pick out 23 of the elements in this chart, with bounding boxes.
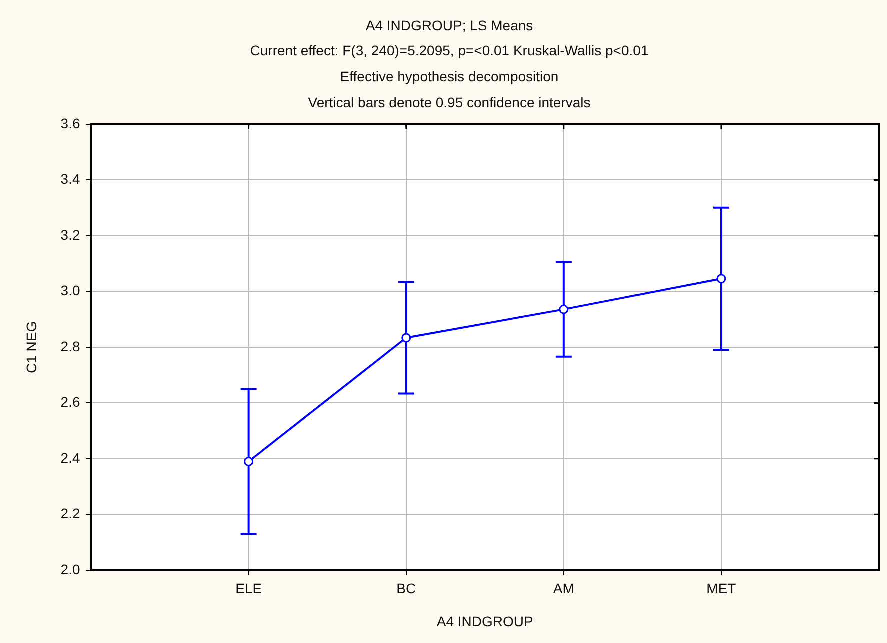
- y-tick-label: 3.6: [60, 115, 80, 132]
- y-tick-label: 2.2: [60, 506, 80, 522]
- y-tick-label: 3.4: [60, 171, 80, 188]
- chart-subtitle: Current effect: F(3, 240)=5.2095, p=<0.01 Kruskal-Wallis p<0.01: [250, 42, 649, 59]
- x-tick-label: MET: [706, 580, 737, 597]
- y-tick-label: 2.8: [60, 338, 80, 354]
- chart-title: A4 INDGROUP; LS Means: [366, 17, 534, 34]
- point: [559, 304, 569, 314]
- point: [244, 456, 254, 466]
- x-axis-title: A4 INDGROUP: [436, 613, 534, 630]
- y-tick-label: 2.6: [60, 394, 80, 410]
- x-tick-label: ELE: [236, 580, 262, 597]
- x-tick-label: BC: [396, 580, 416, 597]
- x-tick-label: AM: [553, 580, 574, 597]
- y-tick-label: 2.4: [60, 450, 80, 466]
- text: Vertical bars denote 0.95 confidence intervals: [308, 94, 591, 110]
- y-tick-label: 3.0: [60, 282, 80, 299]
- text: Effective hypothesis decomposition: [340, 68, 559, 85]
- y-axis-title: C1 NEG: [23, 321, 40, 374]
- y-tick-label: 2.0: [60, 561, 80, 578]
- y-tick-label: 3.2: [60, 226, 80, 243]
- point: [716, 274, 726, 284]
- point: [402, 333, 412, 343]
